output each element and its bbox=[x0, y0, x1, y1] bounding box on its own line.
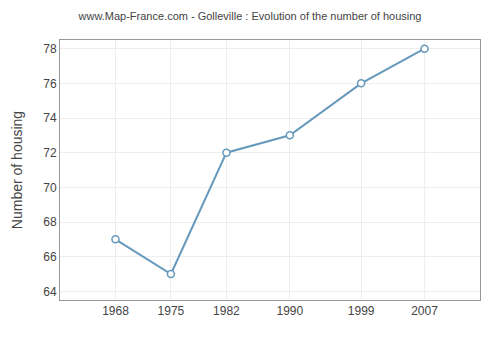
svg-text:68: 68 bbox=[43, 215, 57, 229]
svg-text:1975: 1975 bbox=[158, 304, 185, 318]
svg-text:Number of housing: Number of housing bbox=[9, 111, 25, 229]
svg-text:78: 78 bbox=[43, 42, 57, 56]
svg-text:1968: 1968 bbox=[102, 304, 129, 318]
svg-text:1999: 1999 bbox=[348, 304, 375, 318]
svg-text:70: 70 bbox=[43, 181, 57, 195]
svg-text:74: 74 bbox=[43, 111, 57, 125]
svg-text:64: 64 bbox=[43, 285, 57, 299]
svg-text:1990: 1990 bbox=[276, 304, 303, 318]
svg-text:72: 72 bbox=[43, 146, 57, 160]
svg-text:1982: 1982 bbox=[213, 304, 240, 318]
svg-text:76: 76 bbox=[43, 77, 57, 91]
svg-text:www.Map-France.com - Gollevill: www.Map-France.com - Golleville : Evolut… bbox=[78, 10, 422, 22]
svg-text:2007: 2007 bbox=[411, 304, 438, 318]
svg-text:66: 66 bbox=[43, 250, 57, 264]
